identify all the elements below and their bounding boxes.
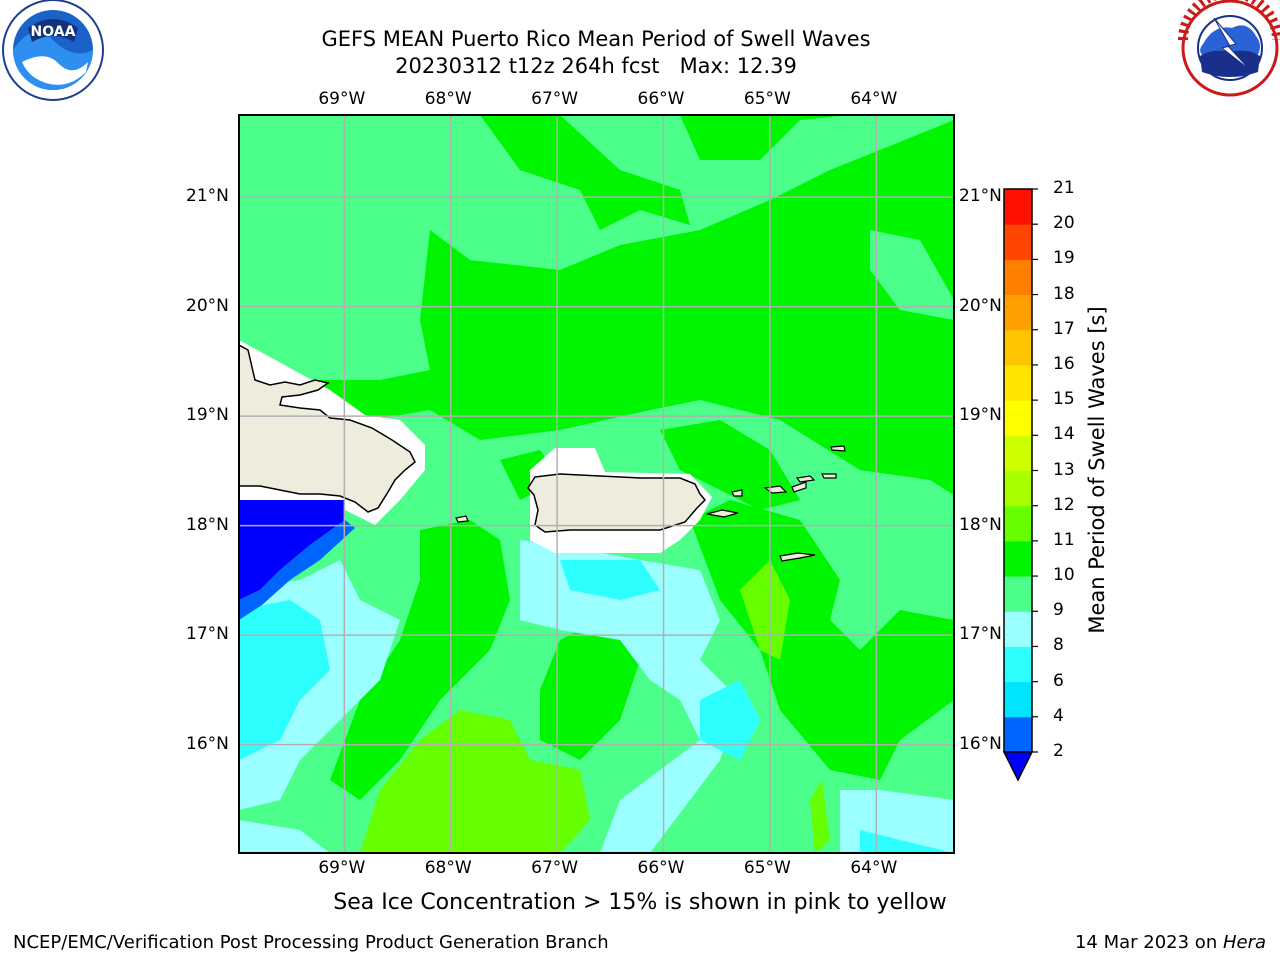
- colorbar-swatch: [1004, 364, 1032, 401]
- colorbar: [1002, 188, 1038, 782]
- colorbar-swatch: [1004, 716, 1032, 753]
- credit-line: NCEP/EMC/Verification Post Processing Pr…: [13, 932, 609, 953]
- latitude-label: 17°N: [959, 624, 1002, 645]
- latitude-label: 21°N: [186, 186, 229, 207]
- map-gridlines: [239, 115, 954, 853]
- map-frame: [238, 114, 955, 854]
- colorbar-tick-label: 14: [1053, 424, 1075, 445]
- map-title: GEFS MEAN Puerto Rico Mean Period of Swe…: [321, 27, 871, 51]
- colorbar-tick-label: 18: [1053, 283, 1075, 304]
- colorbar-swatch: [1004, 470, 1032, 507]
- hispaniola-land: [239, 344, 416, 513]
- colorbar-swatch: [1004, 189, 1032, 225]
- date-text: 14 Mar 2023 on: [1074, 932, 1223, 953]
- colorbar-tick-label: 10: [1053, 565, 1075, 586]
- date-line: 14 Mar 2023 on Hera: [1075, 932, 1266, 953]
- colorbar-tick-label: 9: [1053, 600, 1064, 621]
- colorbar-swatch: [1004, 224, 1032, 260]
- latitude-label: 16°N: [959, 733, 1002, 754]
- latitude-label: 18°N: [959, 514, 1002, 535]
- colorbar-swatch: [1004, 400, 1032, 436]
- longitude-label: 69°W: [318, 858, 366, 878]
- colorbar-tick-label: 20: [1053, 213, 1075, 234]
- latitude-label: 18°N: [186, 514, 229, 535]
- host-name: Hera: [1222, 932, 1266, 953]
- colorbar-title: Mean Period of Swell Waves [s]: [1085, 306, 1109, 634]
- puerto-rico-land: [527, 473, 707, 533]
- longitude-label: 66°W: [637, 858, 685, 878]
- latitude-label: 20°N: [959, 295, 1002, 316]
- latitude-label: 19°N: [959, 405, 1002, 426]
- colorbar-tick-label: 11: [1053, 529, 1075, 550]
- colorbar-tick-label: 13: [1053, 459, 1075, 480]
- colorbar-swatch: [1004, 646, 1032, 683]
- colorbar-under-arrow: [1002, 751, 1034, 782]
- nws-logo: [1178, 0, 1280, 97]
- colorbar-tick-label: 8: [1053, 635, 1064, 656]
- colorbar-tick-label: 12: [1053, 494, 1075, 515]
- longitude-label: 67°W: [531, 89, 579, 109]
- colorbar-swatch: [1004, 294, 1032, 331]
- colorbar-tick-label: 4: [1053, 705, 1064, 726]
- colorbar-swatch: [1004, 435, 1032, 471]
- latitude-label: 21°N: [959, 186, 1002, 207]
- sea-ice-note: Sea Ice Concentration > 15% is shown in …: [333, 890, 947, 915]
- longitude-label: 65°W: [743, 858, 791, 878]
- noaa-logo-text: NOAA: [31, 24, 76, 40]
- latitude-label: 17°N: [186, 624, 229, 645]
- colorbar-swatch: [1004, 259, 1032, 296]
- colorbar-swatch: [1004, 611, 1032, 647]
- colorbar-tick-label: 15: [1053, 389, 1075, 410]
- colorbar-swatch: [1004, 505, 1032, 542]
- colorbar-tick-label: 21: [1053, 178, 1075, 198]
- longitude-label: 67°W: [531, 858, 579, 878]
- latitude-label: 16°N: [186, 733, 229, 754]
- map-subtitle: 20230312 t12z 264h fcst Max: 12.39: [395, 54, 797, 78]
- colorbar-tick-label: 2: [1053, 741, 1064, 761]
- colorbar-swatch: [1004, 329, 1032, 366]
- longitude-label: 64°W: [850, 858, 898, 878]
- longitude-label: 66°W: [637, 89, 685, 109]
- longitude-label: 68°W: [424, 858, 472, 878]
- longitude-label: 68°W: [424, 89, 472, 109]
- longitude-label: 65°W: [743, 89, 791, 109]
- colorbar-tick-label: 19: [1053, 248, 1075, 269]
- latitude-label: 20°N: [186, 295, 229, 316]
- longitude-label: 69°W: [318, 89, 366, 109]
- swell-period-field: [239, 115, 954, 853]
- latitude-label: 19°N: [186, 405, 229, 426]
- colorbar-swatch: [1004, 540, 1032, 577]
- noaa-logo: NOAA: [2, 0, 104, 101]
- colorbar-tick-label: 16: [1053, 353, 1075, 374]
- longitude-label: 64°W: [850, 89, 898, 109]
- colorbar-swatch: [1004, 681, 1032, 718]
- colorbar-swatch: [1004, 576, 1032, 612]
- colorbar-tick-label: 6: [1053, 670, 1064, 691]
- colorbar-tick-label: 17: [1053, 318, 1075, 339]
